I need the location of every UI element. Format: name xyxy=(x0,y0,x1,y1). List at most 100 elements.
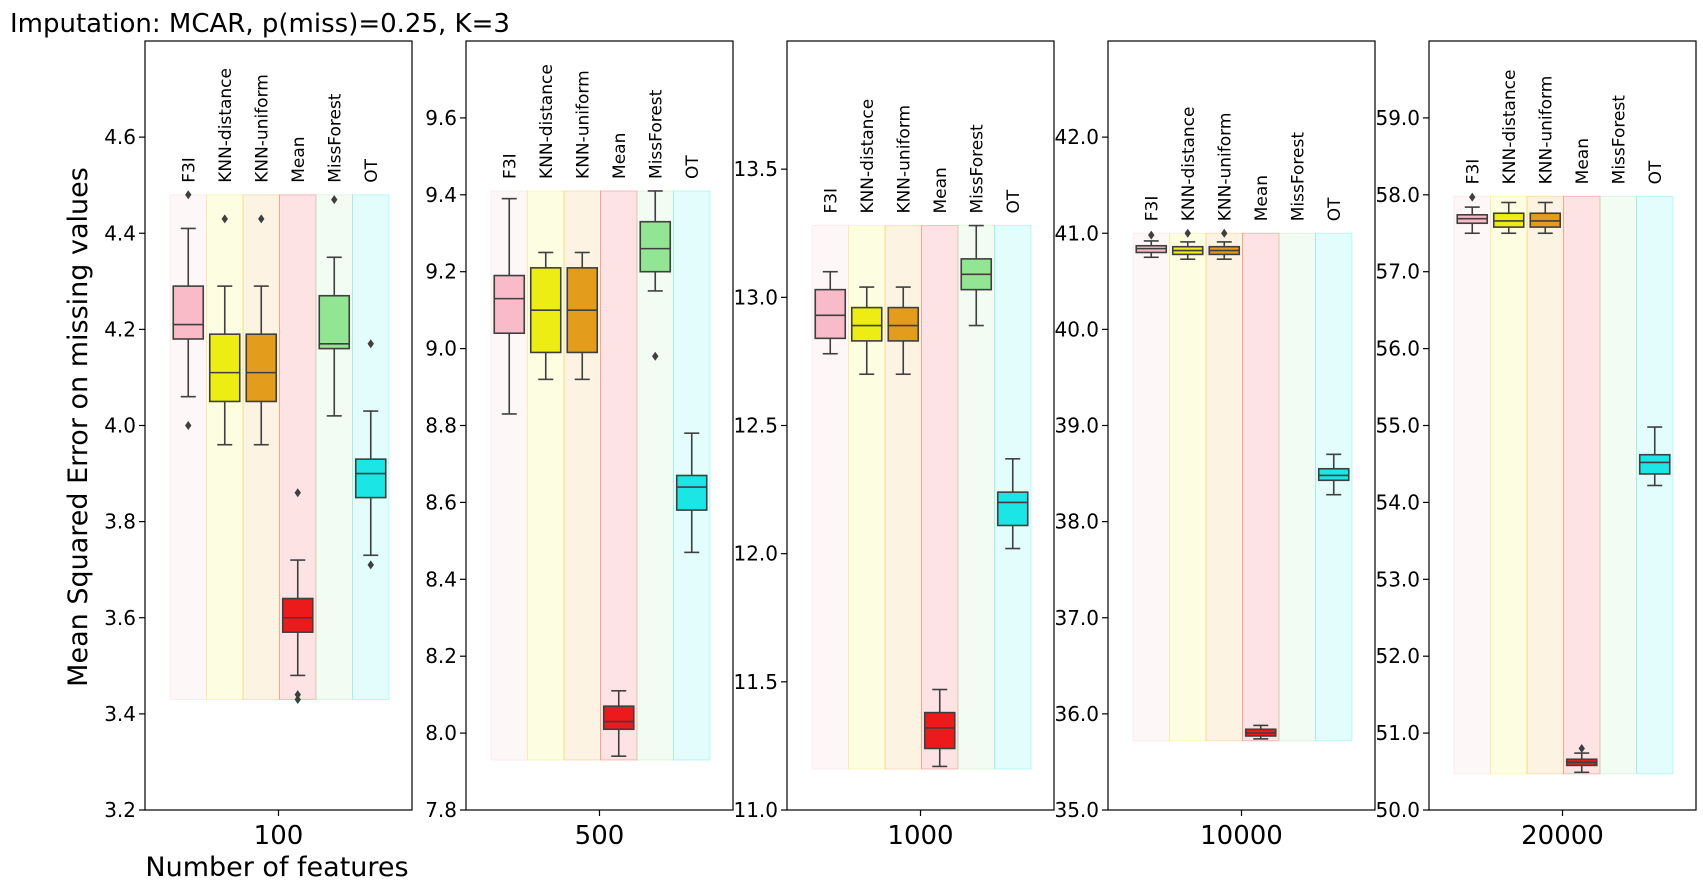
category-label-f3i: F3I xyxy=(1463,159,1483,185)
category-label-knn-distance: KNN-distance xyxy=(1500,70,1520,185)
box-knn-uniform-1000 xyxy=(887,286,920,376)
category-label-ot: OT xyxy=(1004,189,1024,213)
box-ot-10000 xyxy=(1317,453,1350,496)
category-label-missforest: MissForest xyxy=(325,93,345,183)
y-tick-label: 3.8 xyxy=(104,510,136,534)
category-label-knn-distance: KNN-distance xyxy=(1179,107,1199,222)
box-missforest-1000 xyxy=(960,224,993,327)
category-label-missforest: MissForest xyxy=(1288,132,1308,222)
category-label-knn-uniform: KNN-uniform xyxy=(1215,113,1235,222)
box-body xyxy=(281,597,314,633)
box-body xyxy=(639,220,672,273)
box-f3i-500 xyxy=(493,197,526,415)
panel-500: F3I KNN-distance KNN-uniform Mean MissForest… xyxy=(425,40,734,851)
band-missforest xyxy=(1278,232,1316,742)
y-tick-label: 53.0 xyxy=(1375,567,1420,591)
category-label-ot: OT xyxy=(1325,197,1345,221)
box-knn-uniform-100 xyxy=(245,214,278,446)
box-body xyxy=(1638,453,1671,475)
y-tick-label: 11.5 xyxy=(733,670,778,694)
box-mean-500 xyxy=(602,690,635,757)
box-body xyxy=(208,333,241,403)
flier xyxy=(1148,230,1155,240)
box-body xyxy=(318,294,351,350)
y-tick-label: 51.0 xyxy=(1375,721,1420,745)
y-tick-label: 12.0 xyxy=(733,542,778,566)
category-label-mean: Mean xyxy=(1573,138,1593,184)
box-mean-1000 xyxy=(923,688,956,768)
y-tick-label: 38.0 xyxy=(1054,510,1099,534)
box-ot-1000 xyxy=(996,458,1029,550)
category-label-ot: OT xyxy=(683,155,703,179)
box-mean-10000 xyxy=(1244,724,1277,740)
band-knn-uniform xyxy=(242,194,280,700)
category-label-missforest: MissForest xyxy=(967,124,987,214)
box-body xyxy=(354,458,387,499)
category-label-f3i: F3I xyxy=(179,157,199,183)
category-label-mean: Mean xyxy=(289,136,309,182)
box-ot-100 xyxy=(354,339,387,570)
category-label-mean: Mean xyxy=(610,133,630,179)
y-tick-label: 50.0 xyxy=(1375,798,1420,822)
box-missforest-500 xyxy=(639,190,672,361)
panel-100: F3I KNN-distance KNN-uniform Mean MissForest… xyxy=(104,40,413,851)
y-tick-label: 8.8 xyxy=(425,414,457,438)
box-body xyxy=(887,306,920,342)
panel-1000: F3I KNN-distance KNN-uniform Mean MissForest… xyxy=(733,40,1055,851)
box-missforest-100 xyxy=(318,195,351,417)
category-label-ot: OT xyxy=(362,158,382,182)
y-tick-label: 13.5 xyxy=(733,157,778,181)
y-tick-label: 4.2 xyxy=(104,317,136,341)
band-knn-distance xyxy=(1490,195,1528,775)
box-mean-20000 xyxy=(1565,743,1598,774)
box-knn-distance-20000 xyxy=(1492,201,1525,235)
flier xyxy=(1469,192,1476,202)
band-mean xyxy=(1563,195,1601,775)
box-ot-500 xyxy=(675,432,708,554)
band-knn-uniform xyxy=(1205,232,1243,742)
flier xyxy=(185,421,192,430)
y-tick-label: 4.0 xyxy=(104,414,136,438)
box-body xyxy=(923,711,956,750)
y-tick-label: 35.0 xyxy=(1054,798,1099,822)
flier xyxy=(294,694,301,704)
box-body xyxy=(814,288,847,340)
box-f3i-10000 xyxy=(1135,230,1168,259)
box-f3i-20000 xyxy=(1456,192,1489,235)
category-label-f3i: F3I xyxy=(500,153,520,179)
y-tick-label: 54.0 xyxy=(1375,490,1420,514)
box-body xyxy=(850,306,883,342)
box-knn-uniform-500 xyxy=(566,251,599,381)
category-label-ot: OT xyxy=(1646,160,1666,184)
y-tick-label: 8.0 xyxy=(425,721,457,745)
panel-20000: F3I KNN-distance KNN-uniform Mean MissForest… xyxy=(1375,40,1697,851)
box-body xyxy=(996,491,1029,527)
band-knn-distance xyxy=(1169,232,1207,742)
y-tick-label: 56.0 xyxy=(1375,337,1420,361)
y-tick-label: 36.0 xyxy=(1054,702,1099,726)
box-mean-100 xyxy=(281,488,314,704)
flier xyxy=(185,190,192,200)
y-tick-label: 52.0 xyxy=(1375,644,1420,668)
y-tick-label: 55.0 xyxy=(1375,414,1420,438)
flier xyxy=(367,339,374,349)
flier xyxy=(294,690,301,700)
y-tick-label: 11.0 xyxy=(733,798,778,822)
flier xyxy=(1184,228,1191,238)
box-body xyxy=(675,474,708,511)
y-tick-label: 8.2 xyxy=(425,644,457,668)
y-tick-label: 42.0 xyxy=(1054,125,1099,149)
box-body xyxy=(1317,467,1350,482)
y-axis-label: Mean Squared Error on missing values xyxy=(63,167,94,687)
band-mean xyxy=(1242,232,1280,742)
flier xyxy=(331,195,338,205)
category-label-knn-uniform: KNN-uniform xyxy=(1536,76,1556,185)
band-f3i xyxy=(1453,195,1491,775)
flier xyxy=(1221,228,1228,238)
box-body xyxy=(245,333,278,403)
panels: F3I KNN-distance KNN-uniform Mean MissForest… xyxy=(104,40,1697,851)
flier xyxy=(1578,743,1585,753)
x-axis-label: Number of features xyxy=(145,852,408,883)
band-mean xyxy=(921,225,959,770)
